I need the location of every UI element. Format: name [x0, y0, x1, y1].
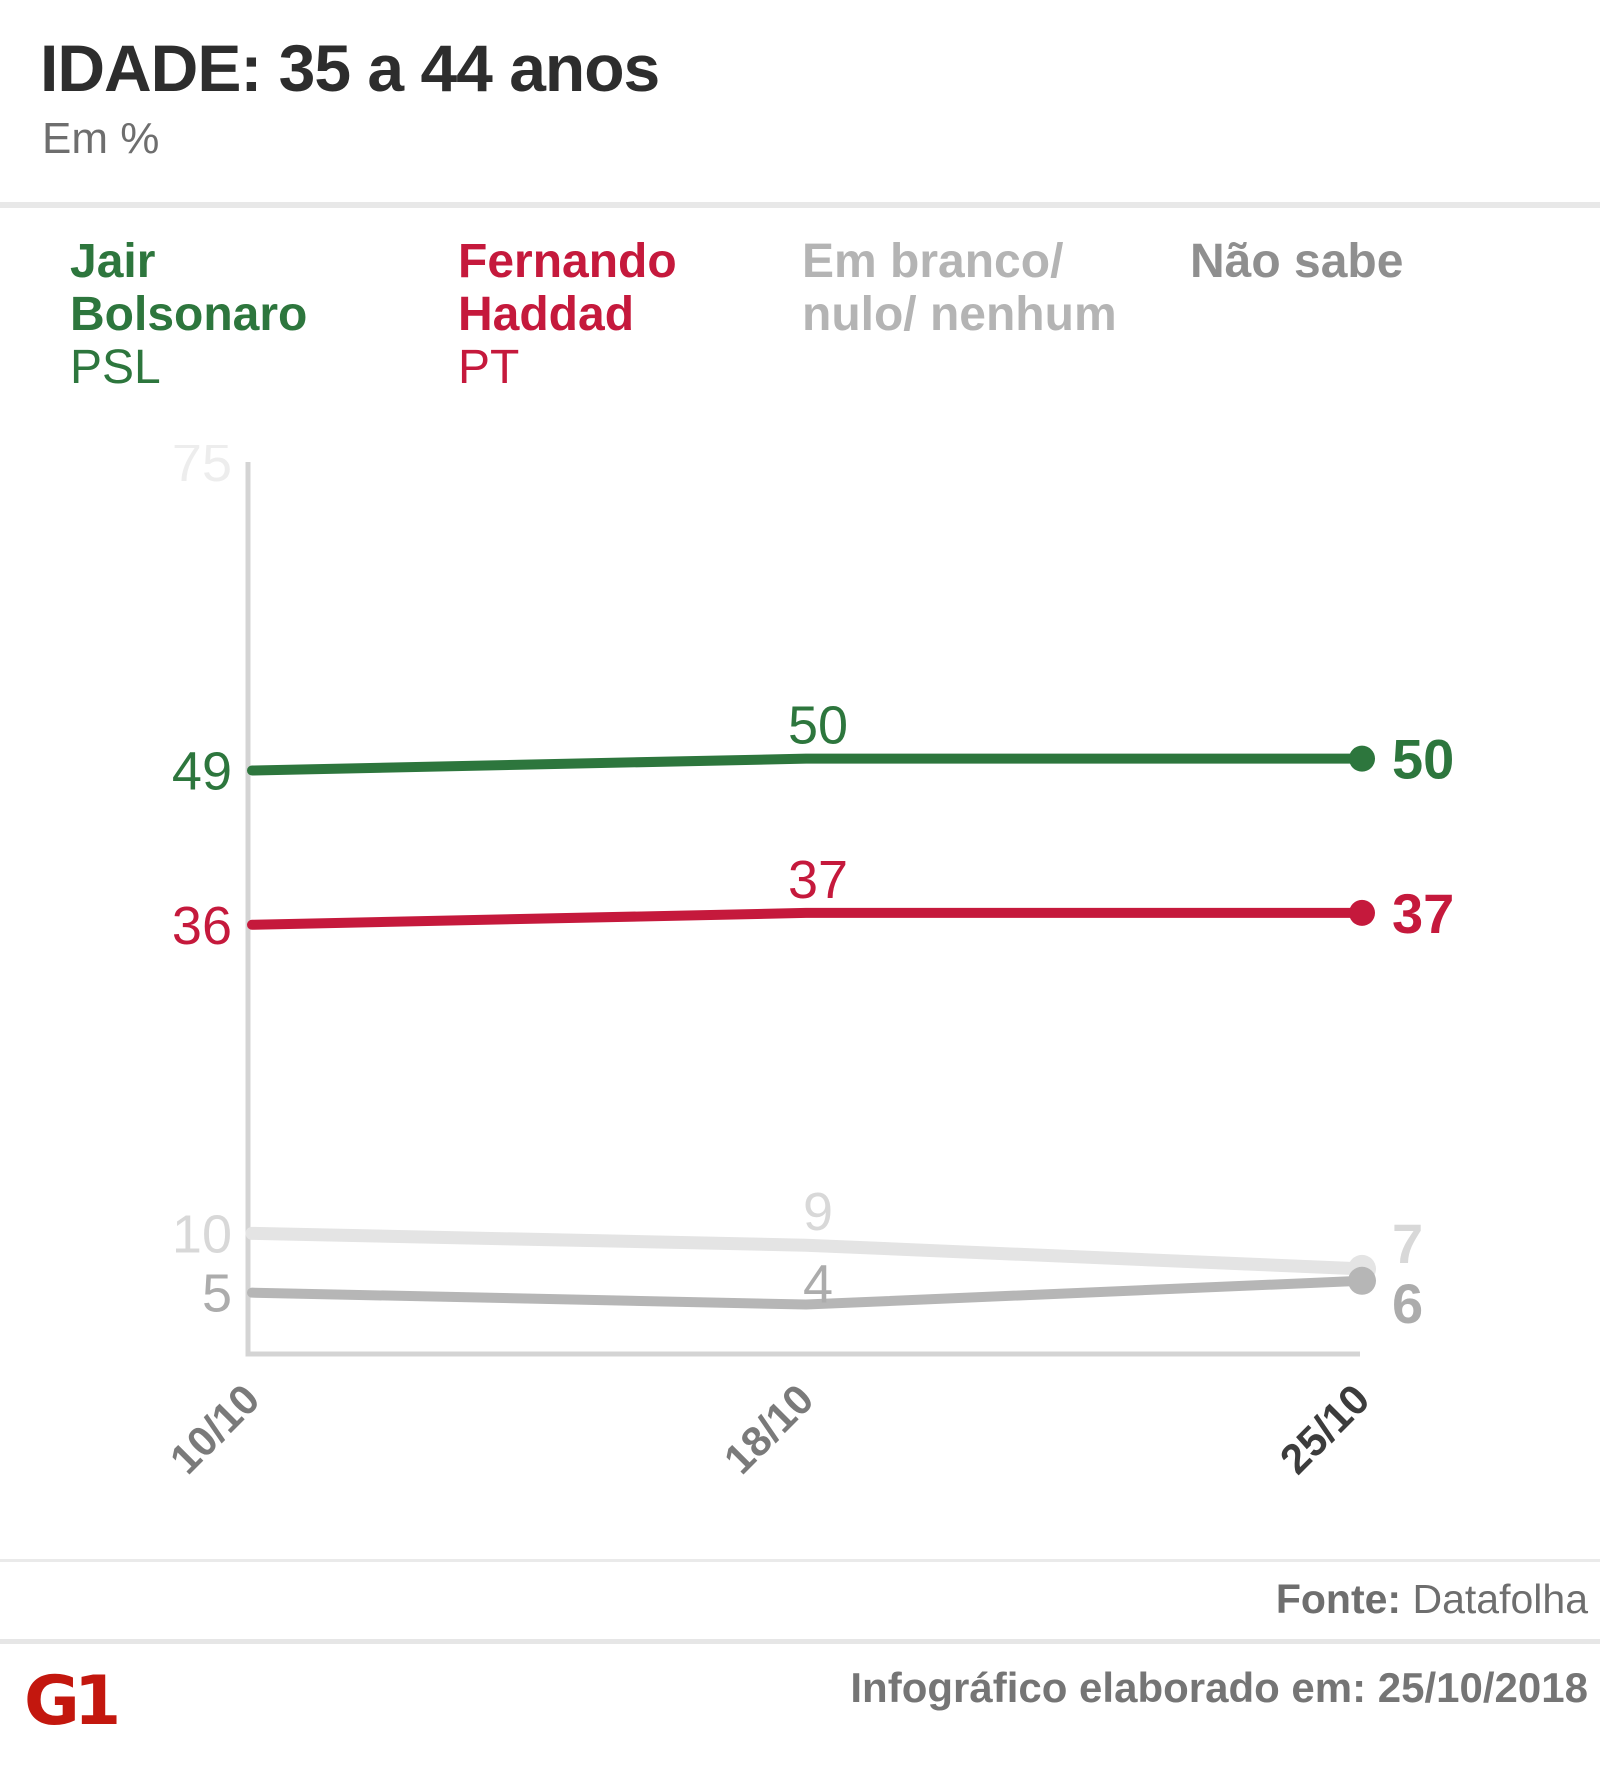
chart: 75 10/10 18/10 25/10 49 50 50 36 37 37 10 9 7 5 4 6 — [0, 445, 1600, 1555]
page-subtitle: Em % — [42, 114, 160, 163]
legend-item-3: Em branco/nulo/ nenhum — [802, 235, 1117, 341]
legend-name-line: Em branco/ — [802, 235, 1064, 288]
source-line: Fonte: Datafolha — [1276, 1576, 1588, 1623]
value-label-nao_sabe-mid: 4 — [803, 1255, 833, 1315]
page-title: IDADE: 35 a 44 anos — [40, 31, 660, 105]
value-label-haddad-mid: 37 — [788, 850, 848, 910]
x-tick-25-10: 25/10 — [1271, 1375, 1379, 1483]
legend-name-line: nulo/ nenhum — [802, 288, 1117, 341]
x-tick-10-10: 10/10 — [161, 1375, 269, 1483]
x-tick-18-10: 18/10 — [715, 1375, 823, 1483]
legend-name-line: Jair — [70, 235, 156, 288]
legend-item-4: Não sabe — [1190, 235, 1403, 288]
value-label-branco-first: 10 — [172, 1204, 232, 1264]
source-label: Fonte: — [1275, 1576, 1402, 1622]
legend-name-line: Bolsonaro — [70, 288, 308, 341]
value-label-branco-last: 7 — [1392, 1212, 1423, 1275]
end-dot-nao_sabe — [1348, 1266, 1376, 1295]
value-label-bolsonaro-last: 50 — [1392, 728, 1454, 791]
legend-party: PT — [458, 341, 520, 394]
end-dot-bolsonaro — [1349, 745, 1375, 772]
legend-name-line: Haddad — [458, 288, 635, 341]
legend-item-2: Fernando Haddad PT — [458, 235, 677, 394]
bottom-bar-text: Infográfico elaborado em: 25/10/2018 — [850, 1664, 1588, 1711]
series-line-nao_sabe — [247, 1275, 1367, 1310]
legend-name-line: Não sabe — [1190, 235, 1404, 288]
legend-name-line: Fernando — [458, 235, 677, 288]
value-label-haddad-last: 37 — [1392, 882, 1454, 945]
legend-party: PSL — [70, 341, 161, 394]
series-line-haddad — [247, 907, 1367, 930]
source-value: Datafolha — [1401, 1576, 1588, 1622]
y-max-label: 75 — [172, 445, 232, 493]
series-line-branco — [245, 1226, 1369, 1276]
legend-item-1: Jair Bolsonaro PSL — [70, 235, 307, 394]
value-label-branco-mid: 9 — [803, 1182, 833, 1242]
value-label-nao_sabe-last: 6 — [1392, 1272, 1423, 1335]
source-divider — [0, 1559, 1600, 1562]
value-label-bolsonaro-mid: 50 — [788, 696, 848, 756]
header-divider — [0, 202, 1600, 208]
series-line-bolsonaro — [247, 753, 1367, 776]
bottom-divider — [0, 1639, 1600, 1644]
end-dot-haddad — [1349, 899, 1375, 926]
value-label-nao_sabe-first: 5 — [202, 1264, 232, 1324]
g1-logo: G1 — [24, 1662, 121, 1741]
value-label-bolsonaro-first: 49 — [172, 742, 232, 802]
value-label-haddad-first: 36 — [172, 896, 232, 956]
axis-lines — [245, 461, 1360, 1357]
